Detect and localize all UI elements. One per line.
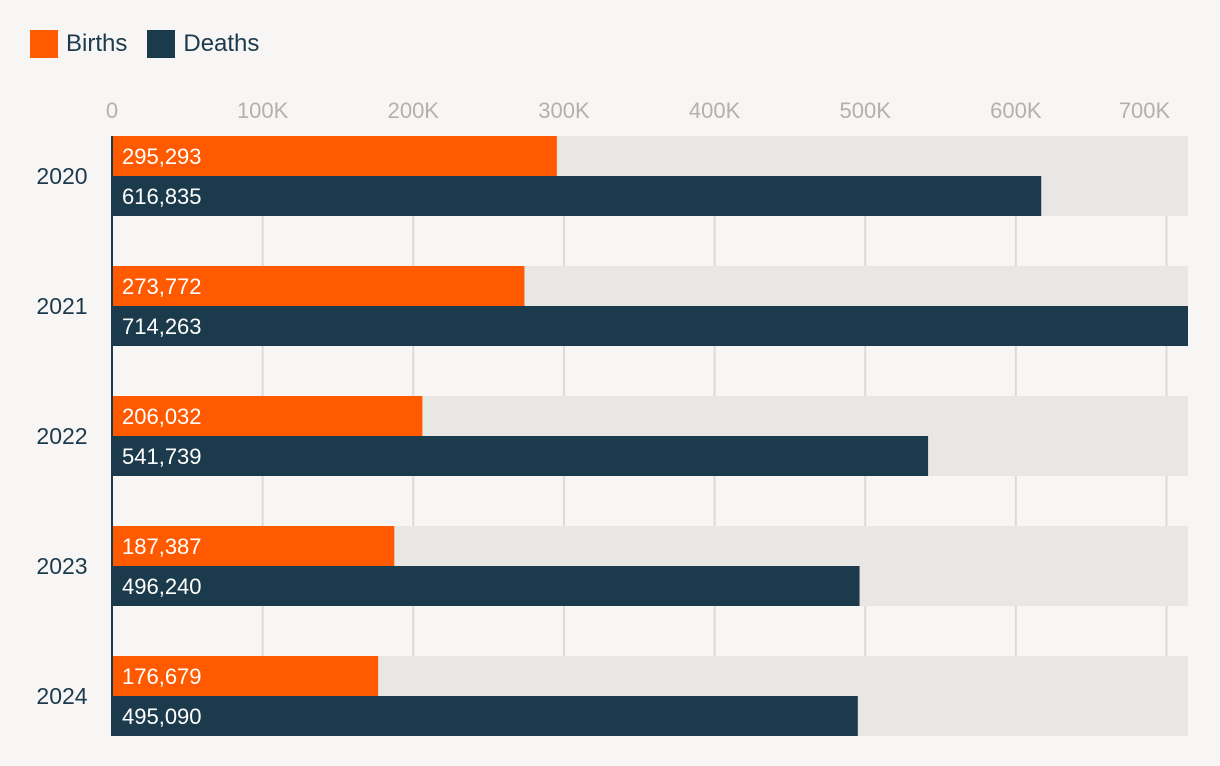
value-label-births-2022: 206,032 (122, 404, 202, 429)
value-label-deaths-2024: 495,090 (122, 704, 202, 729)
bar-births-2021 (112, 266, 525, 306)
x-tick-label-300k: 300K (538, 98, 590, 123)
x-tick-label-400k: 400K (689, 98, 741, 123)
x-tick-label-500k: 500K (840, 98, 892, 123)
x-tick-label-100k: 100K (237, 98, 289, 123)
legend-label-births: Births (66, 30, 128, 57)
value-label-births-2024: 176,679 (122, 664, 202, 689)
legend-label-deaths: Deaths (183, 30, 260, 57)
value-label-deaths-2021: 714,263 (122, 314, 202, 339)
x-tick-label-0: 0 (106, 98, 118, 123)
legend: Births Deaths (30, 30, 279, 58)
bar-births-2022 (112, 396, 423, 436)
bar-deaths-2024 (112, 696, 858, 736)
x-tick-label-600k: 600K (990, 98, 1042, 123)
legend-item-births: Births (30, 30, 127, 58)
value-label-births-2023: 187,387 (122, 534, 202, 559)
value-label-deaths-2020: 616,835 (122, 184, 202, 209)
x-tick-label-700k: 700K (1119, 98, 1171, 123)
category-label-2024: 2024 (36, 683, 87, 709)
value-label-births-2020: 295,293 (122, 144, 202, 169)
bar-births-2020 (112, 136, 557, 176)
category-label-2022: 2022 (36, 423, 87, 449)
category-label-2023: 2023 (36, 553, 87, 579)
bar-births-2024 (112, 656, 379, 696)
legend-swatch-deaths (147, 30, 176, 58)
bar-deaths-2022 (112, 436, 929, 476)
bar-deaths-2021 (112, 306, 1188, 346)
bar-births-2023 (112, 526, 395, 566)
category-label-2020: 2020 (36, 163, 87, 189)
legend-swatch-births (30, 30, 58, 58)
bar-deaths-2023 (112, 566, 860, 606)
bar-deaths-2020 (112, 176, 1042, 216)
value-label-births-2021: 273,772 (122, 274, 202, 299)
category-label-2021: 2021 (36, 293, 87, 319)
x-tick-label-200k: 200K (388, 98, 440, 123)
value-label-deaths-2022: 541,739 (122, 444, 202, 469)
value-label-deaths-2023: 496,240 (122, 574, 202, 599)
legend-item-deaths: Deaths (147, 30, 259, 58)
